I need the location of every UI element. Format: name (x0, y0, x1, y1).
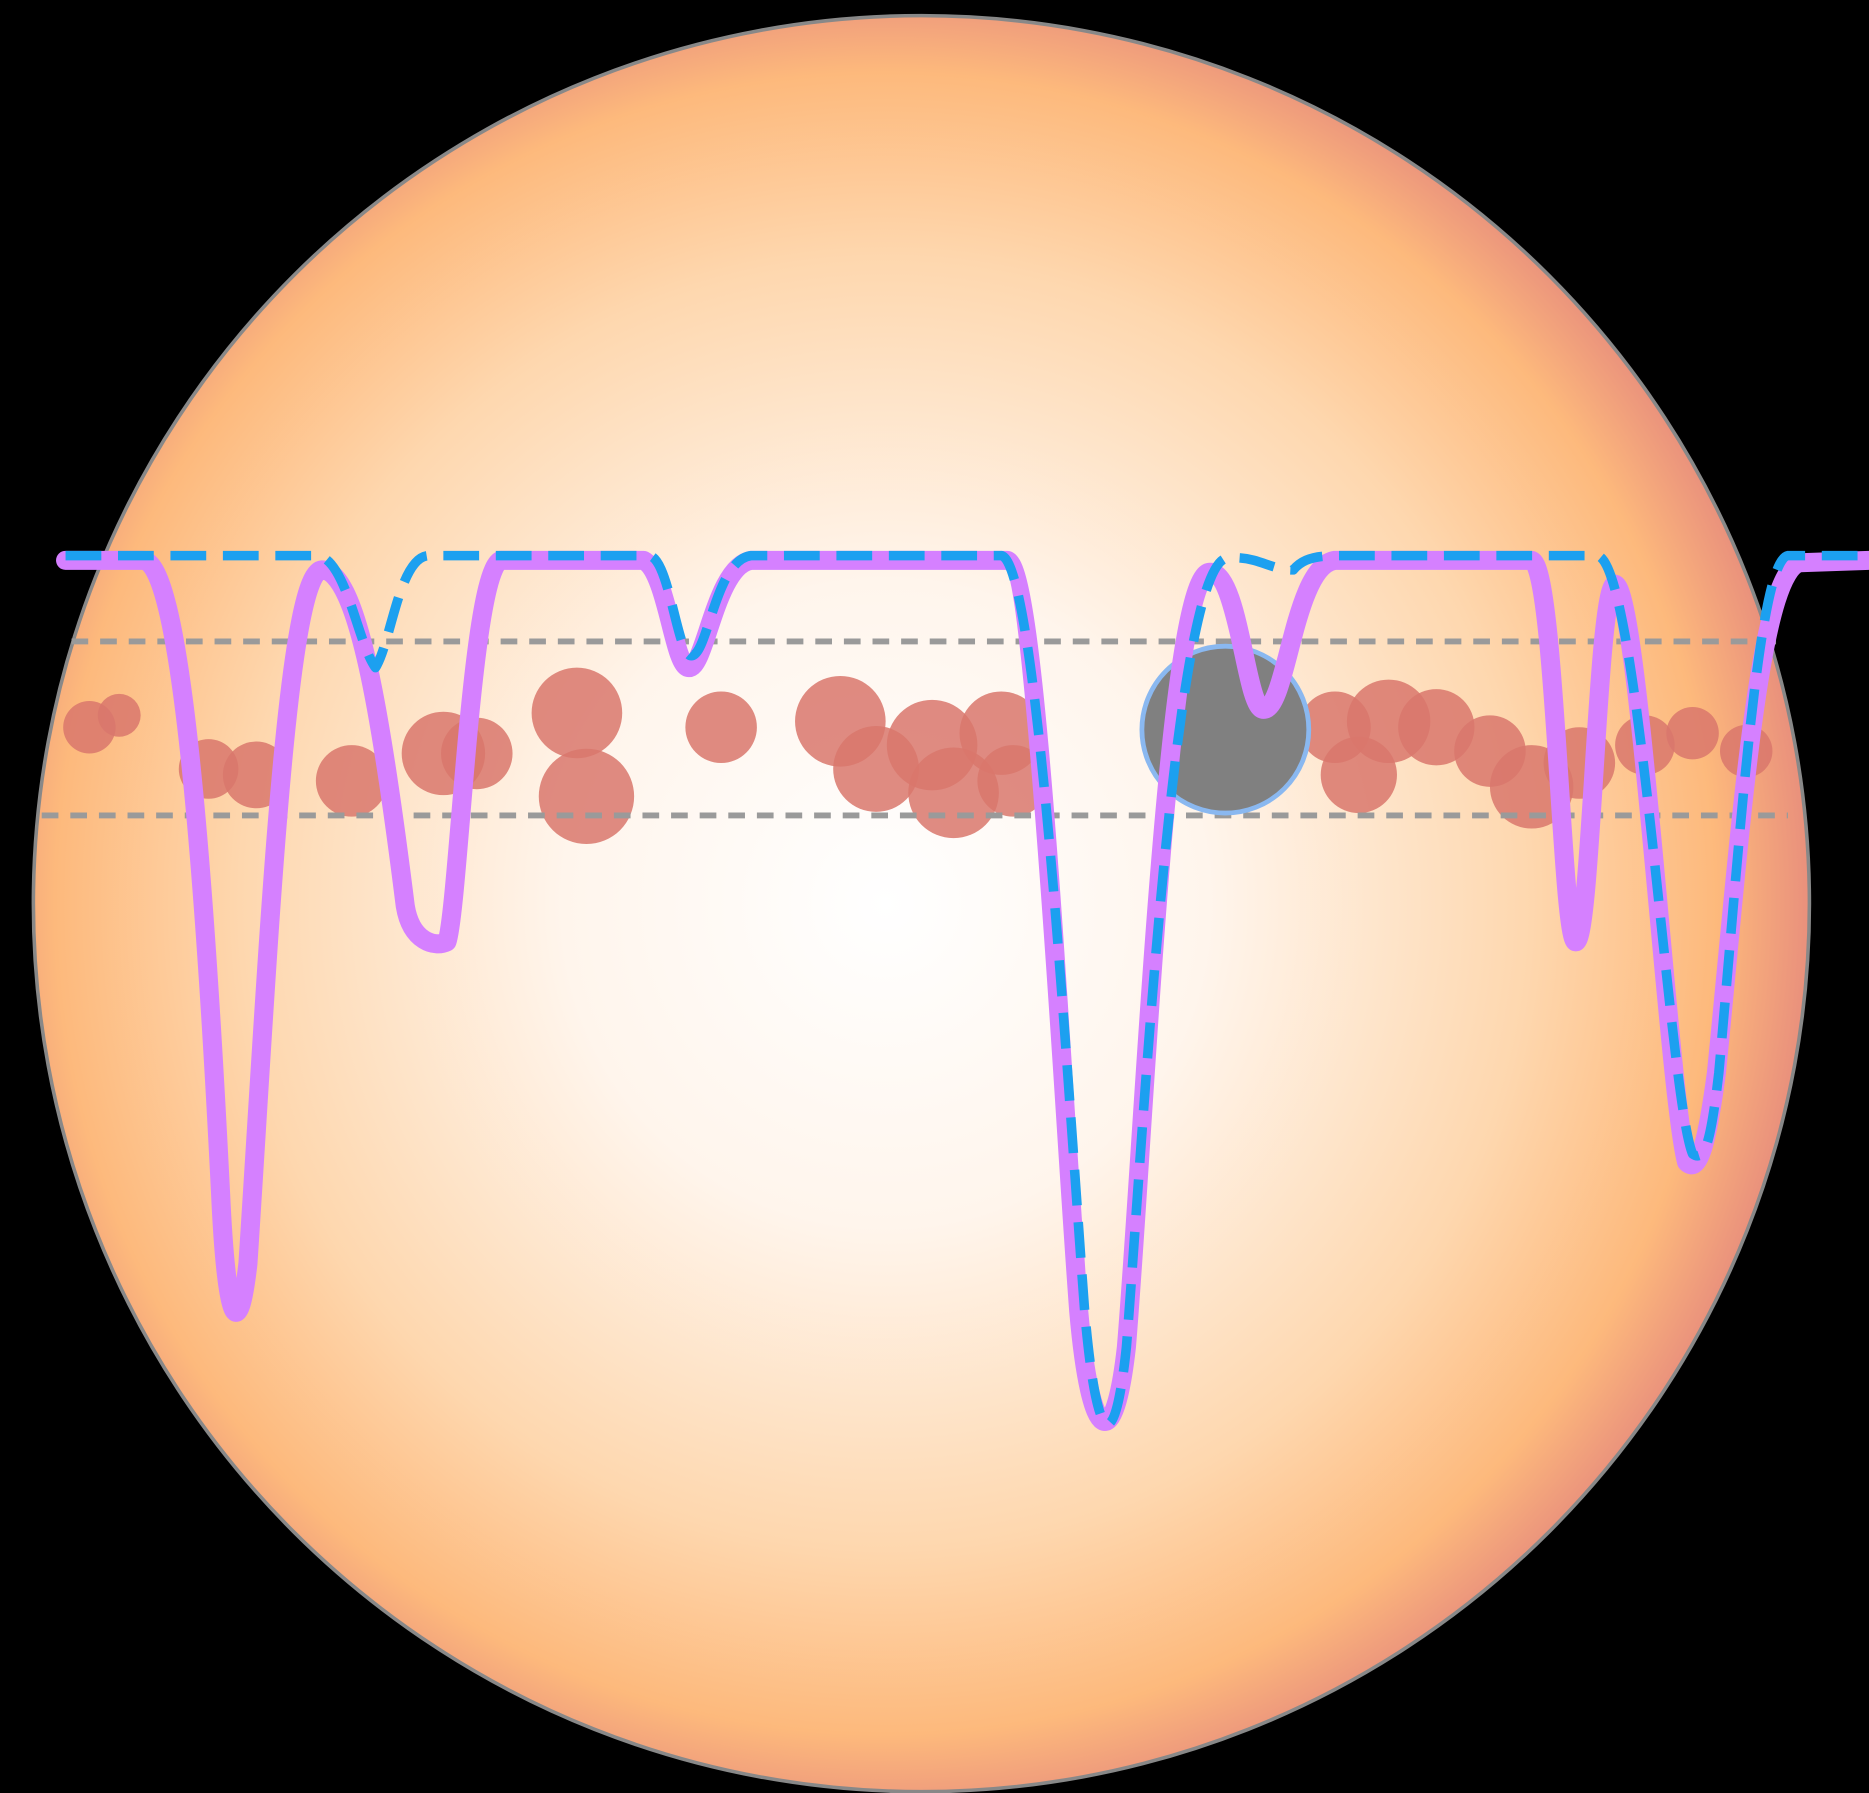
star (31, 14, 1811, 1793)
spot (97, 693, 141, 737)
light-curve-model (65, 550, 1869, 1429)
spot (685, 691, 757, 763)
spot (531, 667, 623, 759)
spot (538, 748, 635, 845)
spot (315, 745, 388, 817)
spot (1666, 706, 1719, 760)
band-lines (41, 638, 1788, 819)
